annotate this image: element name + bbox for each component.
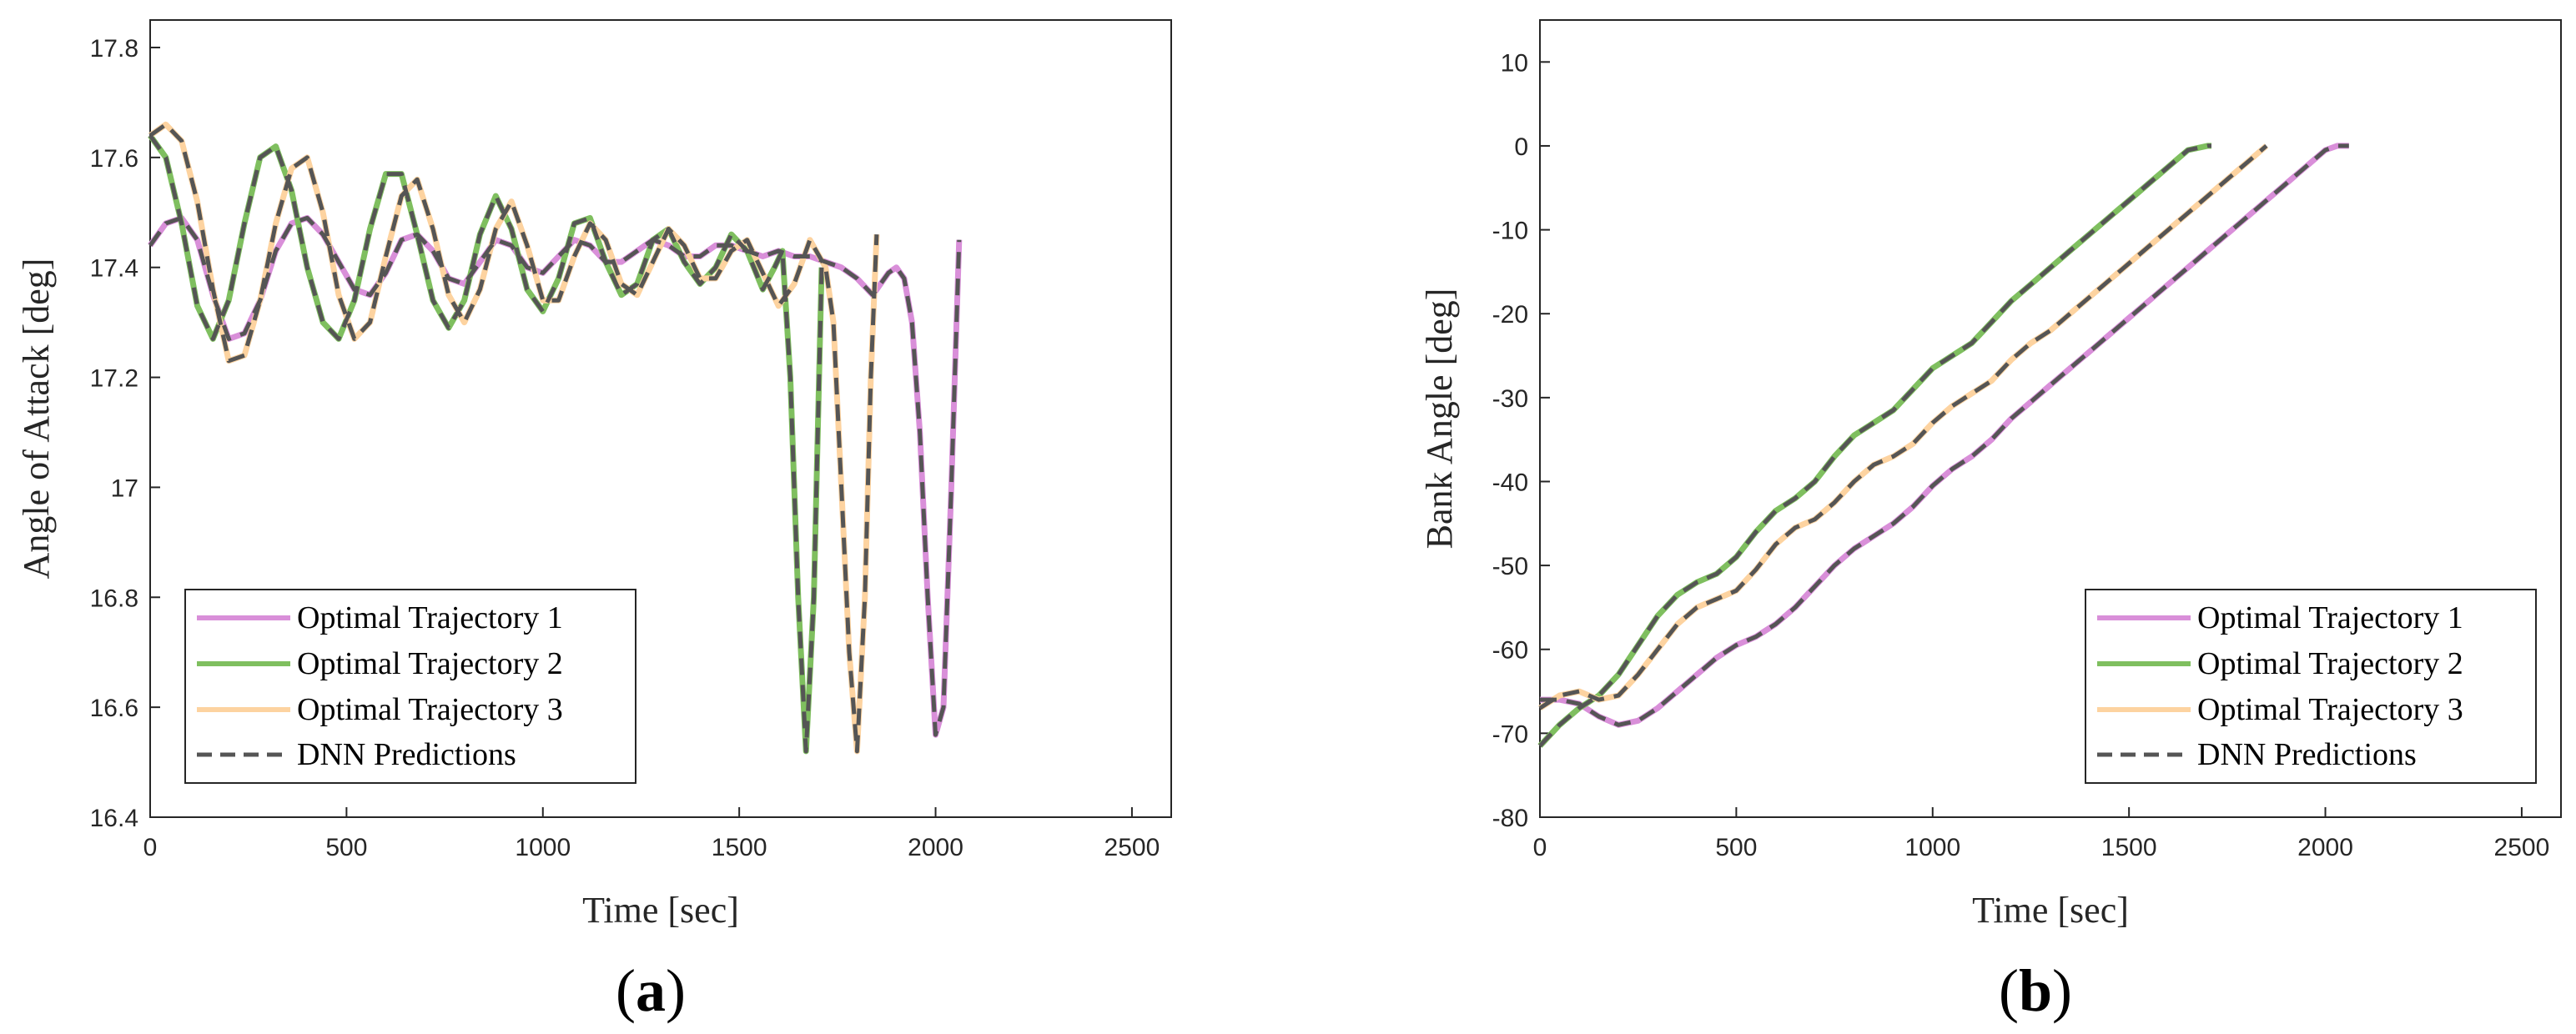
y-tick-label: 0 (1514, 133, 1528, 161)
x-tick-label: 1000 (515, 834, 571, 861)
legend: Optimal Trajectory 1 Optimal Trajectory … (184, 589, 636, 784)
legend-label-trajectory-3: Optimal Trajectory 3 (297, 692, 563, 727)
legend-label-trajectory-1: Optimal Trajectory 1 (2197, 600, 2463, 635)
x-tick-label: 2500 (2494, 834, 2550, 861)
legend-box (184, 589, 636, 784)
y-tick-label: 17.4 (90, 255, 138, 283)
y-tick-label: -60 (1492, 637, 1528, 665)
series-line-dnn-3 (1538, 144, 2268, 710)
panel-letter-a: a (636, 957, 666, 1024)
x-tick-label: 500 (325, 834, 367, 861)
x-tick-label: 1500 (712, 834, 767, 861)
x-tick-label: 1000 (1904, 834, 1960, 861)
panel-letter-b: b (2019, 957, 2052, 1024)
x-tick-label: 0 (143, 834, 158, 861)
x-tick-label: 0 (1533, 834, 1547, 861)
chart-bank-angle: 0 500 1000 1500 2000 2500 -80 -70 -60 -50 -40 -30 -2… (1419, 19, 2562, 1024)
axis-ticks: 0 500 1000 1500 2000 2500 -80 -70 -60 -50 -40 -30 -2… (1492, 49, 2550, 861)
y-tick-label: 17.8 (90, 35, 138, 63)
y-tick-label: 17.6 (90, 145, 138, 173)
data-lines (1537, 143, 2349, 748)
series-line-dnn-2 (1538, 143, 2211, 748)
y-axis-label: Angle of Attack [deg] (16, 258, 57, 580)
y-tick-label: 16.8 (90, 585, 138, 612)
legend-label-trajectory-1: Optimal Trajectory 1 (297, 600, 563, 635)
y-tick-label: 16.6 (90, 695, 138, 722)
panel-label-b: (b) (1999, 957, 2072, 1024)
y-axis-label: Bank Angle [deg] (1419, 289, 1460, 550)
x-axis-label: Time [sec] (1972, 890, 2129, 931)
legend-label-dnn: DNN Predictions (297, 737, 516, 772)
y-tick-label: -80 (1492, 805, 1528, 832)
series-line-dnn-1 (1540, 143, 2349, 727)
y-tick-label: 10 (1501, 49, 1528, 77)
x-tick-label: 2500 (1104, 834, 1160, 861)
series-line-dnn-3 (148, 122, 879, 754)
x-tick-label: 1500 (2101, 834, 2157, 861)
y-tick-label: -50 (1492, 553, 1528, 580)
legend: Optimal Trajectory 1 Optimal Trajectory … (2085, 589, 2537, 784)
legend-label-dnn: DNN Predictions (2197, 737, 2417, 772)
y-tick-label: -40 (1492, 469, 1528, 496)
y-tick-label: 17.2 (90, 365, 138, 393)
axis-ticks: 0 500 1000 1500 2000 2500 16.4 16.6 16.8 17 17.2 17… (90, 35, 1160, 861)
x-tick-label: 500 (1715, 834, 1757, 861)
x-tick-label: 2000 (908, 834, 963, 861)
y-tick-label: -30 (1492, 385, 1528, 413)
data-lines (148, 121, 963, 755)
series-line-dnn-2 (148, 134, 824, 754)
y-tick-label: -20 (1492, 301, 1528, 329)
x-axis-label: Time [sec] (582, 890, 739, 931)
series-line-dnn-1 (148, 215, 962, 737)
legend-box (2085, 589, 2537, 784)
y-tick-label: -70 (1492, 720, 1528, 748)
legend-label-trajectory-2: Optimal Trajectory 2 (297, 646, 563, 681)
legend-label-trajectory-3: Optimal Trajectory 3 (2197, 692, 2463, 727)
y-tick-label: 17 (111, 474, 138, 502)
chart-angle-of-attack: 0 500 1000 1500 2000 2500 16.4 16.6 16.8 17 17.2 17… (16, 19, 1172, 1024)
panel-label-a: (a) (616, 957, 686, 1024)
y-tick-label: -10 (1492, 218, 1528, 245)
x-tick-label: 2000 (2297, 834, 2353, 861)
legend-label-trajectory-2: Optimal Trajectory 2 (2197, 646, 2463, 681)
y-tick-label: 16.4 (90, 805, 138, 832)
